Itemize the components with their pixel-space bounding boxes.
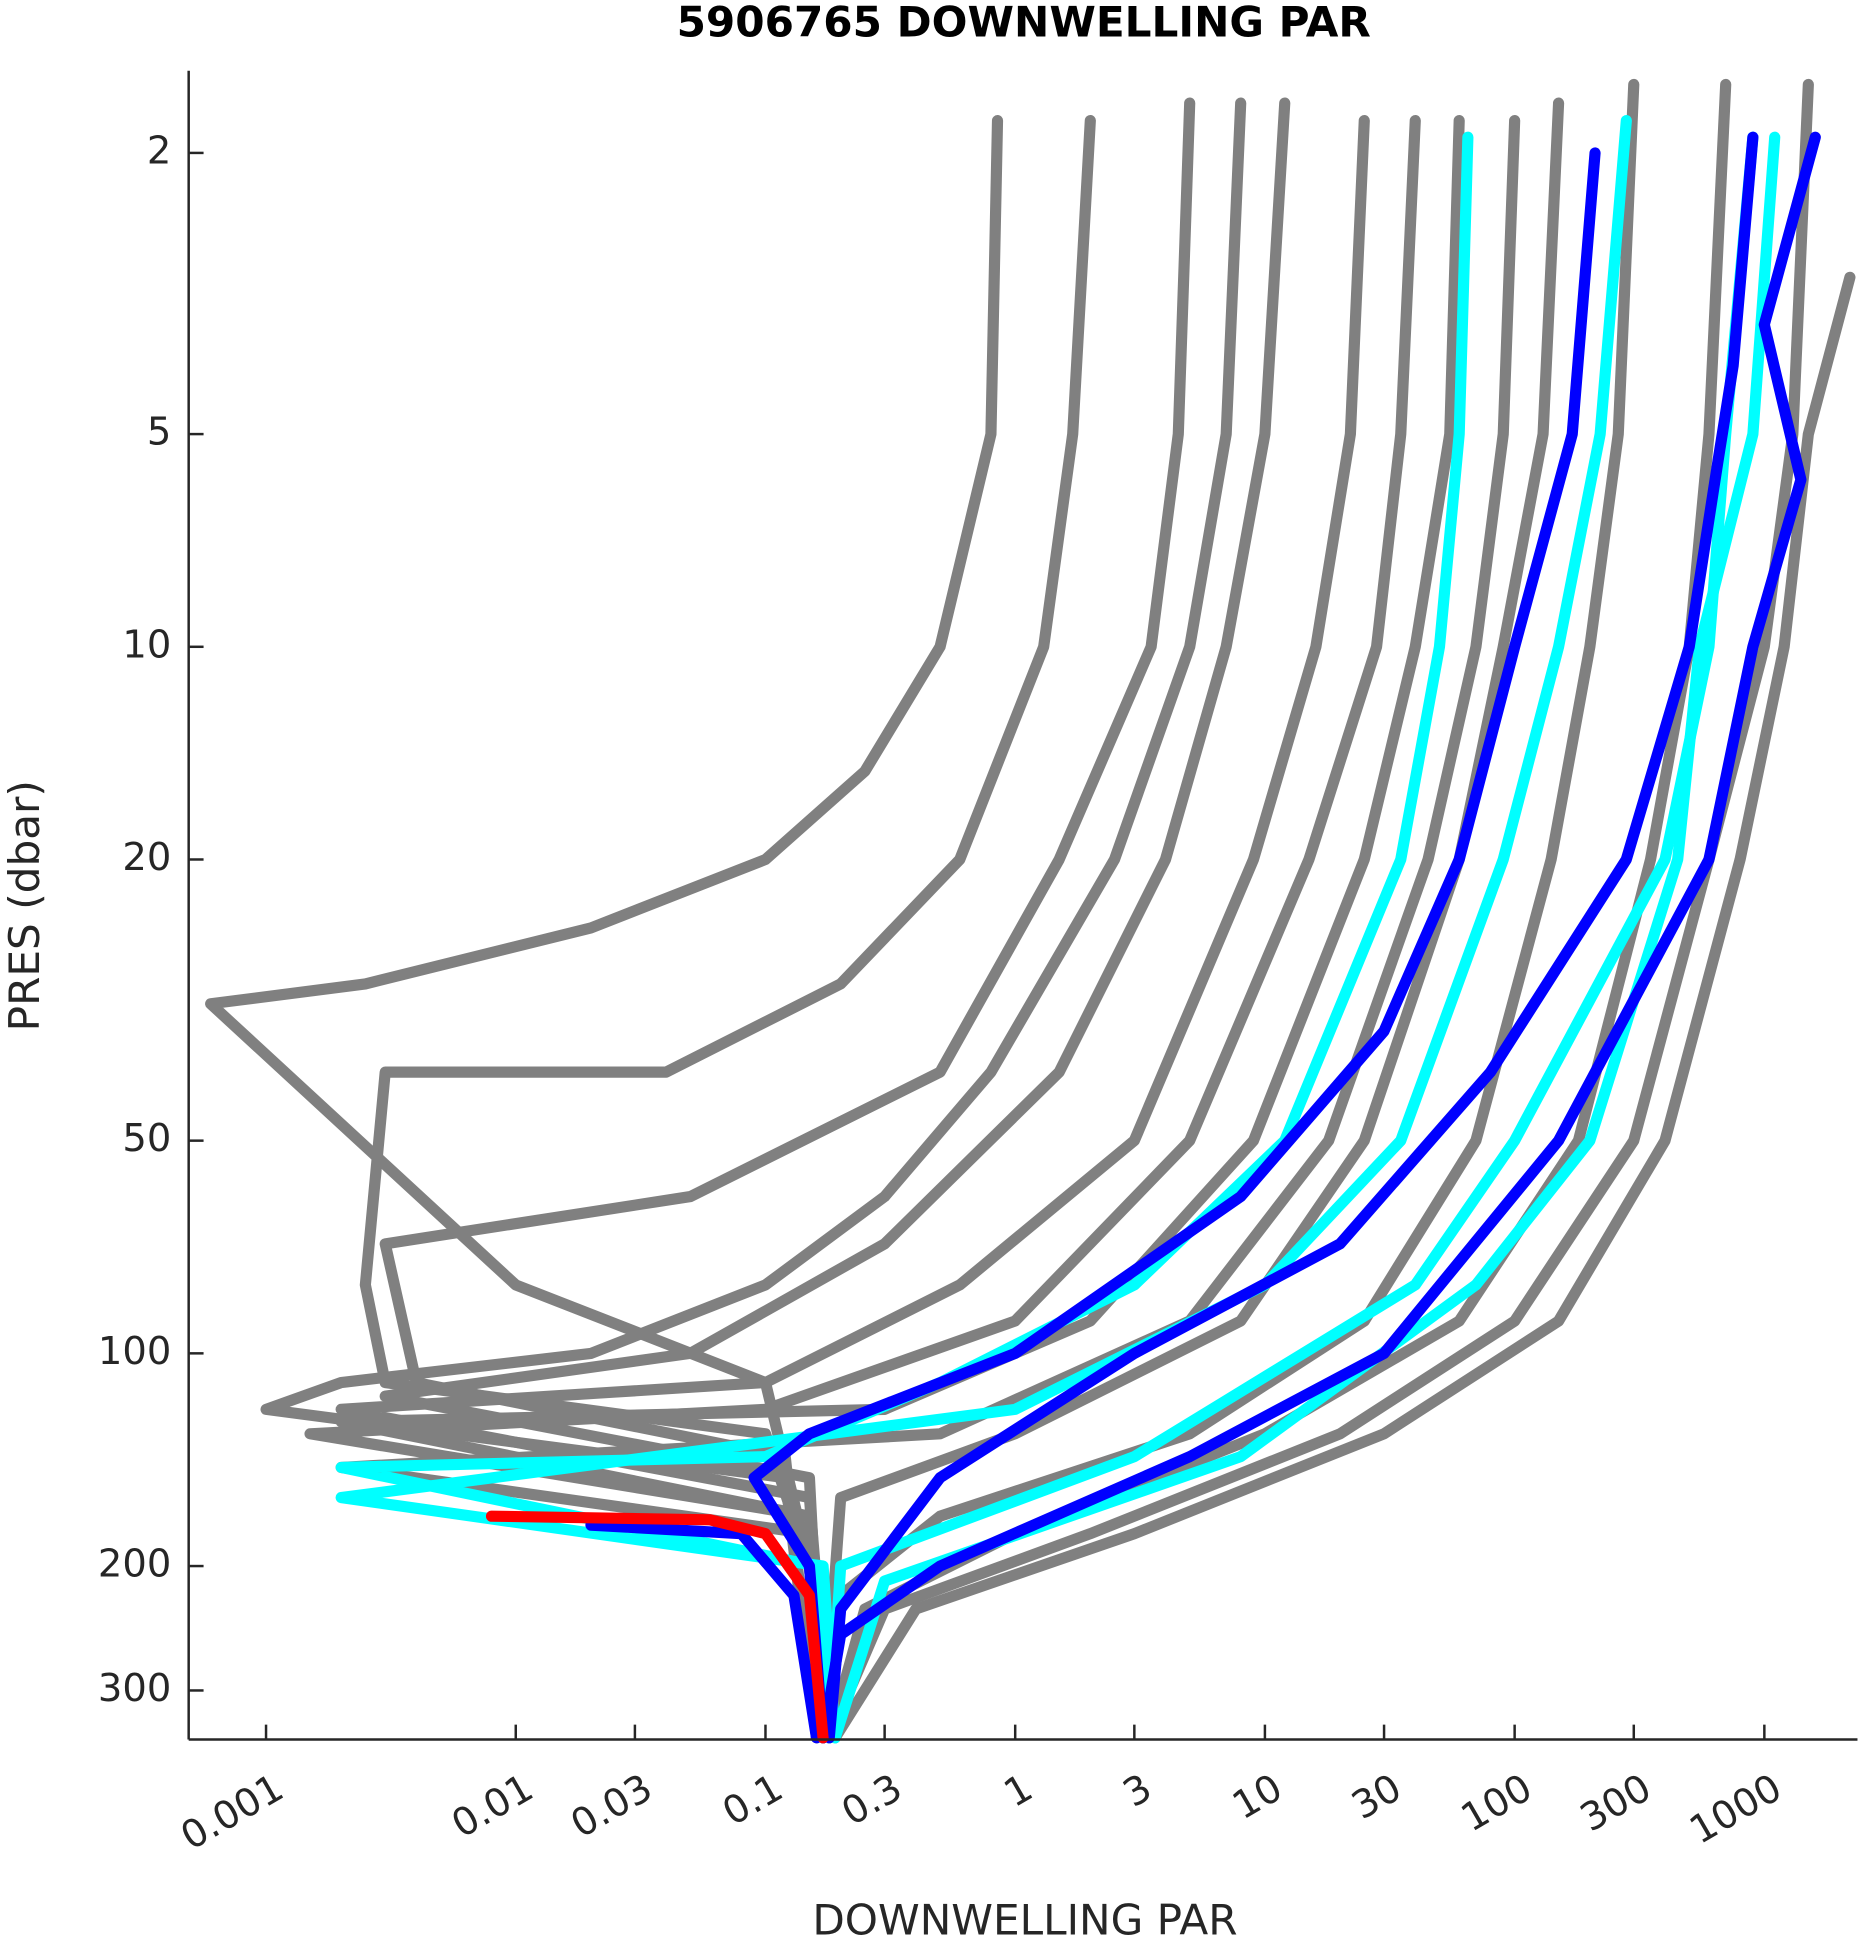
profile-line (335, 131, 1474, 1744)
profile-line (823, 78, 1640, 1744)
profile-line (817, 131, 1821, 1744)
profile-line (379, 97, 1291, 1744)
lines (205, 78, 1856, 1744)
x-tick-label: 0.01 (444, 1765, 541, 1847)
y-tick-label: 5 (147, 410, 171, 455)
x-tick-label: 300 (1573, 1765, 1659, 1841)
profile-line (335, 115, 1632, 1744)
y-tick-label: 20 (122, 835, 171, 880)
x-tick-label: 1000 (1682, 1765, 1789, 1853)
x-tick-label: 1 (997, 1765, 1041, 1816)
profile-line (748, 147, 1601, 1744)
x-tick-label: 30 (1344, 1765, 1409, 1828)
profile-line (485, 1510, 829, 1744)
chart-title: 5906765 DOWNWELLING PAR (677, 0, 1371, 46)
profile-line (817, 97, 1565, 1744)
profile-line (585, 1519, 823, 1744)
profile-line (304, 115, 1421, 1744)
profile-line (823, 131, 1759, 1744)
x-tick-label: 0.03 (563, 1765, 660, 1847)
x-tick-label: 10 (1225, 1765, 1290, 1828)
profile-line (205, 115, 1004, 1744)
y-tick-label: 200 (98, 1542, 171, 1587)
y-axis-label: PRES (dbar) (0, 780, 49, 1031)
x-tick-label: 3 (1116, 1765, 1160, 1816)
y-tick-label: 100 (98, 1329, 171, 1374)
profile-line (823, 131, 1759, 1744)
x-tick-label: 0.3 (834, 1765, 909, 1835)
y-tick-label: 2 (147, 128, 171, 173)
x-tick-label: 0.1 (715, 1765, 790, 1835)
profile-line (829, 271, 1856, 1744)
profile-line (260, 97, 1247, 1744)
x-tick-label: 0.001 (173, 1765, 291, 1859)
x-tick-label: 100 (1454, 1765, 1540, 1841)
y-tick-label: 50 (122, 1116, 171, 1161)
y-tick-label: 300 (98, 1666, 171, 1711)
profile-line (335, 115, 1521, 1744)
y-tick-label: 10 (122, 622, 171, 667)
x-axis-label: DOWNWELLING PAR (812, 1896, 1237, 1943)
